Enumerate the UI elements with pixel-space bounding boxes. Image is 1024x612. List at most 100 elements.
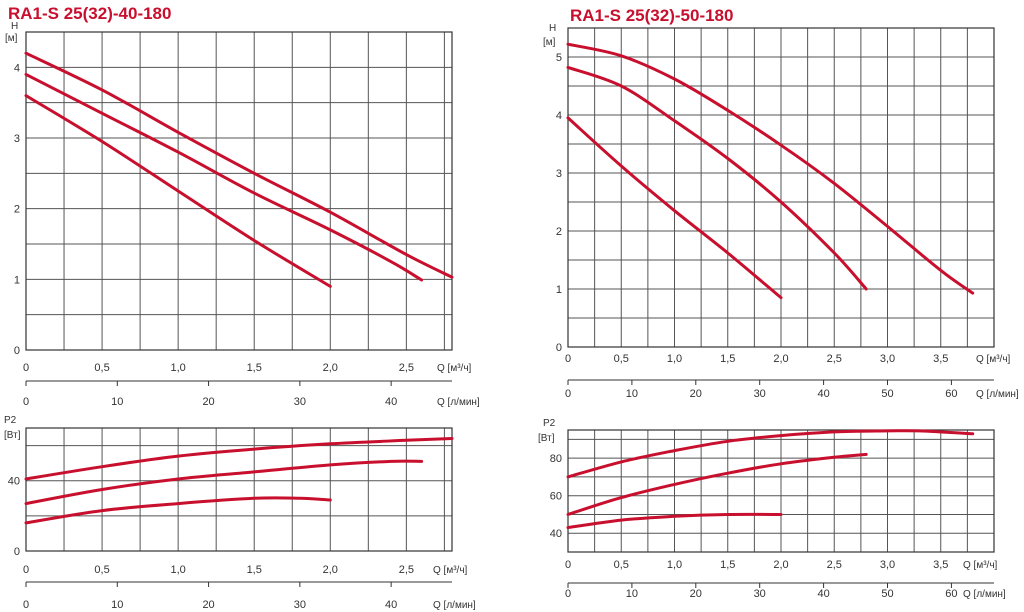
x2-tick-label: 20 bbox=[202, 396, 214, 408]
x2-tick-label: 10 bbox=[111, 599, 123, 611]
series-line-1 bbox=[24, 437, 454, 481]
series-line-3 bbox=[24, 94, 332, 288]
x-tick-label: 2,5 bbox=[827, 353, 842, 365]
series-line-1 bbox=[566, 429, 975, 479]
series-line-1 bbox=[24, 51, 454, 279]
x-tick-label: 2,0 bbox=[323, 362, 338, 374]
x-tick-label: 0,5 bbox=[614, 559, 629, 571]
y-tick-label: 2 bbox=[556, 226, 562, 238]
chart-p1: P2 [Вт] 0 40 0 0,5 1,0 1,5 2,0 2,5 Q [м³/ч] 0 10 20 30… bbox=[4, 415, 476, 611]
y-axis-label: P2 bbox=[4, 415, 17, 426]
x2-tick-label: 30 bbox=[294, 396, 306, 408]
y-tick-label: 1 bbox=[556, 284, 562, 296]
x-tick-label: 0,5 bbox=[94, 362, 109, 374]
x2-tick-label: 20 bbox=[690, 588, 702, 600]
x-tick-label: 2,0 bbox=[773, 353, 788, 365]
plot-frame bbox=[567, 429, 995, 553]
x-axis-label: Q [м³/ч] bbox=[433, 565, 468, 576]
x-axis-label: Q [м³/ч] bbox=[976, 354, 1011, 365]
y-tick-label: 5 bbox=[556, 52, 562, 64]
x-tick-label: 2,0 bbox=[323, 564, 338, 576]
x2-tick-label: 0 bbox=[23, 396, 29, 408]
x2-tick-label: 10 bbox=[111, 396, 123, 408]
x-axis-label: Q [м³/ч] bbox=[963, 560, 998, 571]
series-line-3 bbox=[566, 512, 783, 530]
y-axis-unit: [Вт] bbox=[4, 430, 21, 441]
x2-tick-label: 40 bbox=[385, 599, 397, 611]
x2-tick-label: 40 bbox=[817, 388, 829, 400]
x-tick-label: 0,5 bbox=[614, 353, 629, 365]
series-line-2 bbox=[566, 65, 868, 291]
x-tick-label: 1,0 bbox=[170, 564, 185, 576]
chart-title: RA1-S 25(32)-50-180 bbox=[570, 6, 733, 25]
y-tick-label: 3 bbox=[14, 133, 20, 145]
x2-tick-label: 0 bbox=[565, 388, 571, 400]
chart-p2: P2 [Вт] 40 60 80 0 0,5 1,0 1,5 2,0 2,5 3,0 3,5 Q [м³/… bbox=[538, 418, 1006, 600]
y-tick-label: 4 bbox=[556, 110, 562, 122]
x2-tick-label: 0 bbox=[23, 599, 29, 611]
series-line-1 bbox=[566, 42, 975, 295]
series-line-2 bbox=[24, 459, 424, 506]
series-line-2 bbox=[566, 452, 868, 516]
x-tick-label: 0,5 bbox=[94, 564, 109, 576]
plot-frame bbox=[25, 427, 453, 552]
y-tick-label: 3 bbox=[556, 168, 562, 180]
x-tick-label: 2,5 bbox=[399, 564, 414, 576]
x2-tick-label: 60 bbox=[945, 588, 957, 600]
x-tick-label: 3,0 bbox=[880, 559, 895, 571]
series-line-2 bbox=[24, 72, 424, 282]
x2-tick-label: 40 bbox=[385, 396, 397, 408]
x2-tick-label: 30 bbox=[754, 588, 766, 600]
y-axis-label: H bbox=[11, 21, 18, 32]
x-tick-label: 2,5 bbox=[399, 362, 414, 374]
x-tick-label: 3,0 bbox=[880, 353, 895, 365]
x2-tick-label: 10 bbox=[626, 588, 638, 600]
x2-tick-label: 60 bbox=[945, 388, 957, 400]
y-axis-label: H bbox=[549, 23, 556, 34]
x-tick-label: 0 bbox=[565, 559, 571, 571]
x-tick-label: 3,5 bbox=[933, 353, 948, 365]
y-tick-label: 4 bbox=[14, 62, 20, 74]
x-tick-label: 0 bbox=[23, 564, 29, 576]
plot-frame bbox=[25, 31, 453, 351]
x-tick-label: 2,5 bbox=[827, 559, 842, 571]
y-axis-unit: [м] bbox=[543, 37, 556, 48]
x2-axis-label: Q [л/мин] bbox=[437, 397, 480, 408]
chart-title: RA1-S 25(32)-40-180 bbox=[8, 4, 171, 23]
series-line-3 bbox=[566, 116, 783, 300]
x2-axis-label: Q [л/мин] bbox=[963, 589, 1006, 600]
x2-tick-label: 0 bbox=[565, 588, 571, 600]
x-tick-label: 1,5 bbox=[720, 559, 735, 571]
x2-tick-label: 20 bbox=[690, 388, 702, 400]
y-tick-label: 2 bbox=[14, 204, 20, 216]
x-tick-label: 1,0 bbox=[667, 559, 682, 571]
y-tick-label: 1 bbox=[14, 274, 20, 286]
series-line-3 bbox=[24, 496, 332, 525]
y-tick-label: 40 bbox=[8, 476, 20, 488]
x2-axis-label: Q [л/мин] bbox=[976, 389, 1019, 400]
x2-tick-label: 40 bbox=[817, 588, 829, 600]
x2-tick-label: 50 bbox=[881, 588, 893, 600]
x-tick-label: 2,0 bbox=[773, 559, 788, 571]
x-tick-label: 1,5 bbox=[720, 353, 735, 365]
y-tick-label: 60 bbox=[550, 491, 562, 503]
y-tick-label: 40 bbox=[550, 528, 562, 540]
x-tick-label: 1,0 bbox=[170, 362, 185, 374]
x-tick-label: 3,5 bbox=[933, 559, 948, 571]
y-tick-label: 0 bbox=[14, 345, 20, 357]
x2-axis-label: Q [л/мин] bbox=[433, 600, 476, 611]
y-tick-label: 0 bbox=[556, 342, 562, 354]
x2-tick-label: 10 bbox=[626, 388, 638, 400]
y-axis-label: P2 bbox=[543, 418, 556, 429]
x2-tick-label: 50 bbox=[881, 388, 893, 400]
plot-frame bbox=[567, 27, 995, 348]
y-axis-unit: [м] bbox=[5, 33, 18, 44]
y-tick-label: 0 bbox=[14, 546, 20, 558]
y-axis-unit: [Вт] bbox=[538, 433, 555, 444]
x-tick-label: 1,5 bbox=[247, 564, 262, 576]
x2-tick-label: 30 bbox=[294, 599, 306, 611]
x-tick-label: 0 bbox=[23, 362, 29, 374]
